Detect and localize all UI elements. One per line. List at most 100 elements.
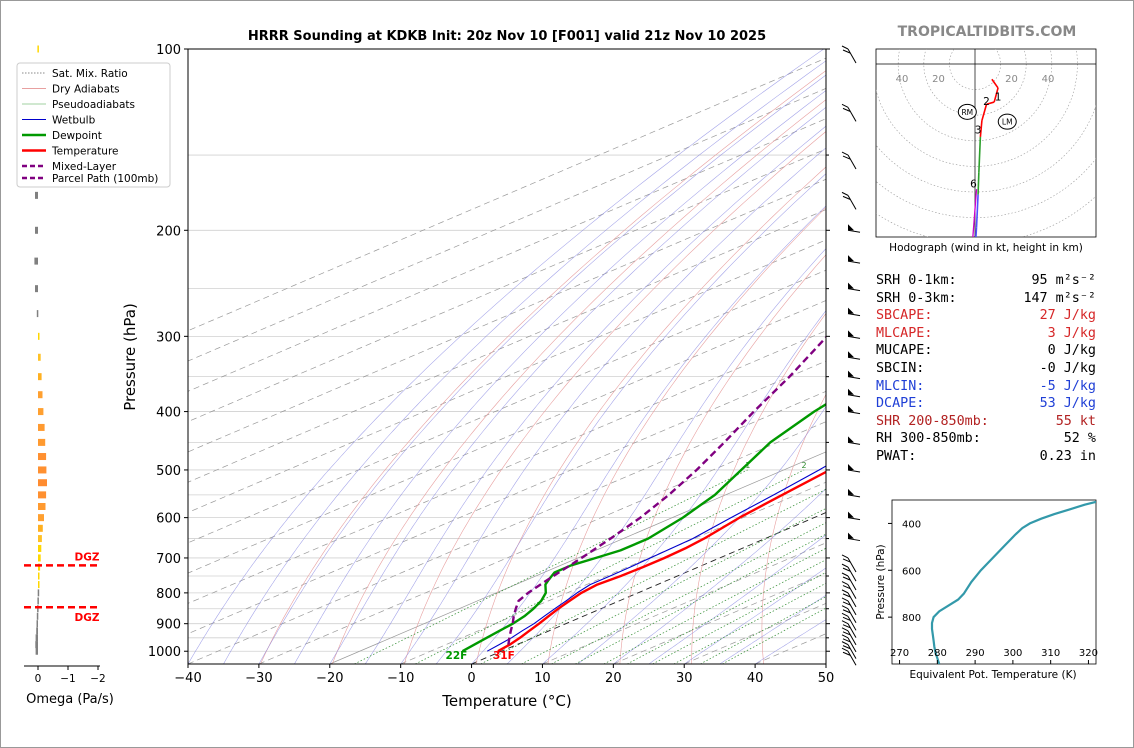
skewt-frame: [187, 48, 827, 665]
hodograph-height-label: 2: [983, 96, 990, 108]
omega-bar: [38, 466, 47, 474]
mixing-ratio-line: [354, 469, 748, 664]
stat-row: DCAPE: 53 J/kg: [876, 395, 1096, 413]
omega-bar: [37, 45, 39, 53]
omega-bar: [38, 563, 41, 571]
stat-value: 0.23 in: [1039, 448, 1096, 464]
y-axis-label: Pressure (hPa): [121, 303, 139, 411]
stat-value: -0 J/kg: [1039, 360, 1096, 376]
thetae-x-tick-label: 300: [1003, 648, 1022, 659]
wind-barb: [841, 191, 857, 210]
omega-tick-label: 0: [35, 673, 42, 685]
isotherm-line: [188, 360, 826, 635]
legend-label: Mixed-Layer: [52, 161, 117, 173]
omega-bar: [38, 503, 46, 511]
stat-value: 0 J/kg: [1047, 343, 1096, 359]
y-tick-label: 800: [156, 587, 181, 602]
hodograph-ring-label: 20: [932, 74, 945, 85]
omega-bar: [36, 310, 39, 318]
wind-barb: [841, 605, 857, 623]
hodograph-ring-label: 40: [896, 74, 909, 85]
legend-label: Dry Adiabats: [52, 84, 120, 96]
thetae-y-tick-label: 800: [902, 613, 921, 624]
omega-tick-label: −1: [60, 673, 75, 685]
wind-barb: [847, 351, 861, 360]
mixing-ratio-line: [574, 533, 826, 664]
stat-label: DCAPE:: [876, 396, 925, 412]
wind-barb: [847, 511, 861, 521]
x-tick-label: −30: [245, 671, 272, 686]
omega-bar: [38, 353, 41, 361]
omega-bar: [35, 285, 38, 293]
branding-text: TROPICALTIDBITS.COM: [898, 24, 1077, 40]
pseudo-adiabat: [435, 173, 826, 664]
dgz-label: DGZ: [75, 612, 100, 624]
stat-value: 3 J/kg: [1047, 325, 1096, 341]
pseudo-adiabat: [577, 406, 826, 664]
stat-row: PWAT: 0.23 in: [876, 448, 1096, 466]
stat-value: 147 m²s⁻²: [1023, 290, 1096, 306]
legend-label: Sat. Mix. Ratio: [52, 68, 128, 80]
isotherm-line: [188, 148, 826, 423]
mixing-ratio-line: [603, 547, 826, 664]
dry-adiabat: [475, 166, 826, 664]
stat-label: MUCAPE:: [876, 343, 933, 359]
isotherm-line: [400, 481, 826, 664]
thetae-y-tick-label: 400: [902, 519, 921, 530]
omega-bar: [35, 641, 38, 649]
y-tick-label: 300: [156, 330, 181, 345]
omega-bar: [38, 535, 42, 543]
series-wetbulb: [486, 465, 826, 652]
x-tick-label: 40: [747, 671, 764, 686]
pseudo-adiabat: [754, 619, 826, 664]
wind-barb: [847, 330, 861, 339]
wind-barb: [841, 554, 857, 573]
stat-value: 95 m²s⁻²: [1031, 273, 1097, 288]
skewt-series: [461, 335, 826, 653]
omega-axis-label: Omega (Pa/s): [26, 692, 114, 707]
stat-row: MLCIN: -5 J/kg: [876, 378, 1096, 396]
hodograph-caption: Hodograph (wind in kt, height in km): [889, 242, 1083, 254]
stat-row: SBCIN: -0 J/kg: [876, 360, 1096, 378]
stats-table: SRH 0-1km: 95 m²s⁻² SRH 0-3km: 147 m²s⁻² SBC…: [876, 272, 1096, 466]
omega-bar: [38, 373, 42, 381]
thetae-y-tick-label: 600: [902, 566, 921, 577]
omega-bar: [35, 647, 38, 655]
omega-bar: [37, 589, 40, 597]
pseudo-adiabat: [223, 60, 826, 664]
hodograph-frame: [875, 48, 1097, 238]
stat-label: MLCAPE:: [876, 325, 933, 341]
hodograph-ring-label: 40: [1042, 74, 1055, 85]
hodograph-segment: [986, 101, 995, 106]
y-tick-label: 200: [156, 224, 181, 239]
dry-adiabat: [260, 70, 826, 664]
omega-bar: [38, 581, 40, 589]
legend-label: Dewpoint: [52, 130, 102, 142]
pseudo-adiabat: [188, 49, 824, 664]
omega-bar: [38, 544, 42, 552]
stat-value: 52 %: [1063, 431, 1096, 447]
isotherm-line: [188, 88, 826, 362]
omega-bar: [36, 612, 39, 620]
omega-bar: [37, 597, 39, 605]
dry-adiabat: [332, 99, 826, 664]
isotherm-line: [188, 118, 826, 392]
wind-barb: [847, 463, 861, 473]
wind-barb: [841, 620, 857, 638]
wind-barb: [841, 641, 857, 659]
wind-barb: [841, 612, 857, 631]
legend-label: Wetbulb: [52, 115, 96, 127]
wind-barb: [841, 151, 857, 170]
thetae-x-tick-label: 310: [1041, 648, 1060, 659]
x-tick-label: 10: [534, 671, 551, 686]
wind-barb: [847, 488, 861, 498]
stat-value: 27 J/kg: [1039, 308, 1096, 324]
pseudo-adiabat: [364, 125, 826, 664]
series-mixed-layer-parcel-path-100mb-: [507, 335, 826, 645]
wind-barb: [841, 589, 857, 608]
omega-bar: [36, 620, 38, 628]
stat-row: SHR 200-850mb: 55 kt: [876, 413, 1096, 431]
isotherm-line: [542, 542, 826, 664]
hodograph-segment: [981, 104, 988, 121]
pseudo-adiabat: [258, 74, 826, 664]
